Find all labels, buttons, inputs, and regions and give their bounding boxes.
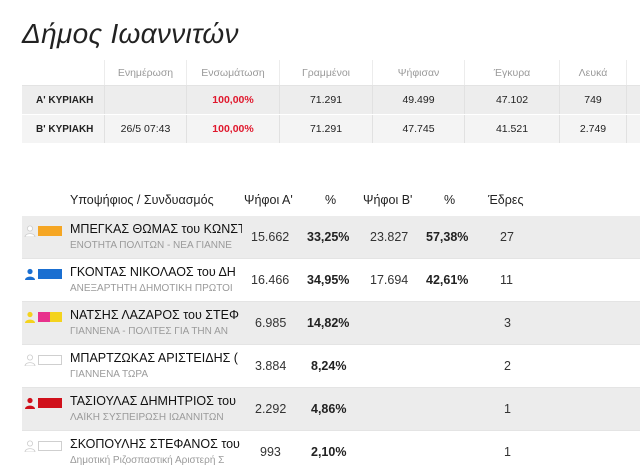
pct-a: 8,24% — [311, 359, 347, 373]
candidate-party: ΑΝΕΞΑΡΤΗΤΗ ΔΗΜΟΤΙΚΗ ΠΡΩΤΟΙ — [70, 283, 233, 294]
candidate-row[interactable]: ΜΠΕΓΚΑΣ ΘΩΜΑΣ του ΚΩΝΣΤ ΕΝΟΤΗΤΑ ΠΟΛΙΤΩΝ … — [22, 216, 640, 259]
summary-header-blank: Λευκά — [560, 60, 627, 85]
summary-header-updated: Ενημέρωση — [105, 60, 187, 85]
candidate-name: ΤΑΣΙΟΥΛΑΣ ΔΗΜΗΤΡΙΟΣ του — [70, 394, 236, 408]
person-icon — [25, 268, 35, 280]
candidate-row[interactable]: ΓΚΟΝΤΑΣ ΝΙΚΟΛΑΟΣ του ΔΗ ΑΝΕΞΑΡΤΗΤΗ ΔΗΜΟΤ… — [22, 259, 640, 302]
votes-a: 15.662 — [251, 230, 290, 244]
summary-integration: 100,00% — [187, 86, 280, 114]
summary-row-round-b: Β' ΚΥΡΙΑΚΗ 26/5 07:43 100,00% 71.291 47.… — [22, 115, 640, 144]
header-seats: Έδρες — [488, 193, 524, 207]
summary-registered: 71.291 — [280, 86, 373, 114]
header-pct-b: % — [444, 193, 456, 207]
votes-b: 23.827 — [370, 230, 409, 244]
summary-round-label: Α' ΚΥΡΙΑΚΗ — [22, 86, 105, 114]
header-votes-a: Ψήφοι Α' — [244, 193, 293, 207]
seats: 27 — [500, 230, 514, 244]
summary-blank: 749 — [560, 86, 627, 114]
header-votes-b: Ψήφοι Β' — [363, 193, 413, 207]
summary-table: Ενημέρωση Ενσωμάτωση Γραμμένοι Ψήφισαν Έ… — [22, 60, 640, 144]
candidate-party: Δημοτική Ριζοσπαστική Αριστερή Σ — [70, 455, 225, 466]
summary-voted: 47.745 — [373, 115, 465, 143]
party-color-bar — [38, 312, 62, 322]
seats: 1 — [504, 445, 511, 459]
candidate-party: ΓΙΑΝΝΕΝΑ - ΠΟΛΙΤΕΣ ΓΙΑ ΤΗΝ ΑΝ — [70, 326, 228, 337]
candidate-name: ΝΑΤΣΗΣ ΛΑΖΑΡΟΣ του ΣΤΕΦ — [70, 308, 239, 322]
candidate-party: ΓΙΑΝΝΕΝΑ ΤΩΡΑ — [70, 369, 149, 380]
pct-a: 14,82% — [307, 316, 350, 330]
candidate-name: ΣΚΟΠΟΥΛΗΣ ΣΤΕΦΑΝΟΣ του — [70, 437, 240, 451]
candidate-party: ΛΑΪΚΗ ΣΥΣΠΕΙΡΩΣΗ ΙΩΑΝΝΙΤΩΝ — [70, 412, 224, 423]
party-color-bar — [38, 226, 62, 236]
party-color-swatch — [24, 225, 62, 237]
summary-header-voted: Ψήφισαν — [373, 60, 465, 85]
summary-header-valid: Έγκυρα — [465, 60, 560, 85]
summary-blank: 2.749 — [560, 115, 627, 143]
pct-a: 34,95% — [307, 273, 350, 287]
votes-a: 2.292 — [255, 402, 287, 416]
candidate-row[interactable]: ΝΑΤΣΗΣ ΛΑΖΑΡΟΣ του ΣΤΕΦ ΓΙΑΝΝΕΝΑ - ΠΟΛΙΤ… — [22, 302, 640, 345]
header-pct-a: % — [325, 193, 337, 207]
results-table: ΜΠΕΓΚΑΣ ΘΩΜΑΣ του ΚΩΝΣΤ ΕΝΟΤΗΤΑ ΠΟΛΙΤΩΝ … — [22, 216, 640, 473]
summary-header-registered: Γραμμένοι — [280, 60, 373, 85]
votes-b: 17.694 — [370, 273, 409, 287]
votes-a: 993 — [260, 445, 281, 459]
candidate-name: ΓΚΟΝΤΑΣ ΝΙΚΟΛΑΟΣ του ΔΗ — [70, 265, 236, 279]
votes-a: 16.466 — [251, 273, 290, 287]
pct-b: 42,61% — [426, 273, 469, 287]
person-icon — [24, 354, 36, 366]
seats: 2 — [504, 359, 511, 373]
person-icon — [24, 440, 36, 452]
summary-updated: 26/5 07:43 — [105, 115, 187, 143]
results-header-row: Υποψήφιος / Συνδυασμός Ψήφοι Α' % Ψήφοι … — [0, 190, 640, 214]
summary-valid: 47.102 — [465, 86, 560, 114]
summary-header-integration: Ενσωμάτωση — [187, 60, 280, 85]
party-color-bar — [38, 355, 62, 365]
party-color-bar — [38, 441, 62, 451]
seats: 1 — [504, 402, 511, 416]
candidate-name: ΜΠΕΓΚΑΣ ΘΩΜΑΣ του ΚΩΝΣΤ — [70, 222, 242, 236]
votes-a: 6.985 — [255, 316, 287, 330]
party-color-swatch — [24, 311, 62, 323]
candidate-party: ΕΝΟΤΗΤΑ ΠΟΛΙΤΩΝ - ΝΕΑ ΓΙΑΝΝΕ — [70, 240, 232, 251]
person-icon — [24, 225, 36, 237]
pct-b: 57,38% — [426, 230, 469, 244]
candidate-name: ΜΠΑΡΤΖΩΚΑΣ ΑΡΙΣΤΕΙΔΗΣ ( — [70, 351, 238, 365]
summary-registered: 71.291 — [280, 115, 373, 143]
party-color-swatch — [24, 440, 62, 452]
party-color-swatch — [24, 354, 62, 366]
page-title: Δήμος Ιωαννιτών — [22, 18, 239, 49]
header-candidate: Υποψήφιος / Συνδυασμός — [70, 193, 214, 207]
votes-a: 3.884 — [255, 359, 287, 373]
seats: 11 — [500, 273, 513, 287]
candidate-row[interactable]: ΜΠΑΡΤΖΩΚΑΣ ΑΡΙΣΤΕΙΔΗΣ ( ΓΙΑΝΝΕΝΑ ΤΩΡΑ 3.… — [22, 345, 640, 388]
pct-a: 33,25% — [307, 230, 350, 244]
summary-header-row: Ενημέρωση Ενσωμάτωση Γραμμένοι Ψήφισαν Έ… — [22, 60, 640, 86]
pct-a: 2,10% — [311, 445, 347, 459]
summary-voted: 49.499 — [373, 86, 465, 114]
party-color-swatch — [24, 397, 62, 409]
summary-integration: 100,00% — [187, 115, 280, 143]
party-color-swatch — [24, 268, 62, 280]
candidate-row[interactable]: ΤΑΣΙΟΥΛΑΣ ΔΗΜΗΤΡΙΟΣ του ΛΑΪΚΗ ΣΥΣΠΕΙΡΩΣΗ… — [22, 388, 640, 431]
summary-valid: 41.521 — [465, 115, 560, 143]
party-color-bar — [38, 398, 62, 408]
summary-row-round-a: Α' ΚΥΡΙΑΚΗ 100,00% 71.291 49.499 47.102 … — [22, 86, 640, 115]
person-icon — [25, 311, 35, 323]
seats: 3 — [504, 316, 511, 330]
summary-updated — [105, 86, 187, 114]
candidate-row[interactable]: ΣΚΟΠΟΥΛΗΣ ΣΤΕΦΑΝΟΣ του Δημοτική Ριζοσπασ… — [22, 431, 640, 473]
person-icon — [25, 397, 35, 409]
summary-header-label — [22, 60, 105, 85]
pct-a: 4,86% — [311, 402, 347, 416]
party-color-bar — [38, 269, 62, 279]
summary-round-label: Β' ΚΥΡΙΑΚΗ — [22, 115, 105, 143]
